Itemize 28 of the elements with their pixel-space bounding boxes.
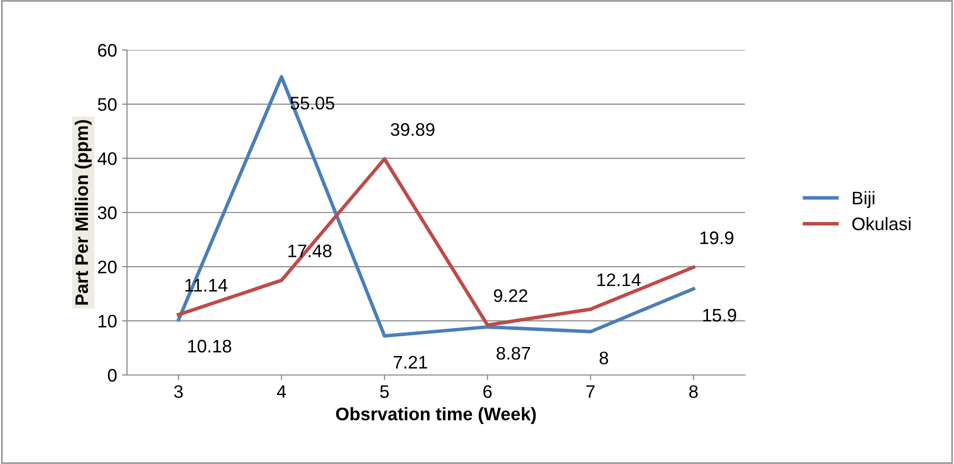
y-axis-title: Part Per Million (ppm) — [74, 120, 92, 305]
data-label: 9.22 — [494, 289, 528, 302]
legend-label: Okulasi — [852, 217, 910, 230]
y-tick-label: 40 — [98, 152, 117, 166]
data-label: 12.14 — [597, 273, 641, 286]
x-tick-label: 4 — [276, 385, 286, 398]
data-label: 10.18 — [188, 340, 232, 353]
legend-label: Biji — [852, 191, 874, 208]
x-tick-label: 7 — [586, 385, 595, 398]
line-series — [176, 75, 696, 338]
x-tick-label: 5 — [380, 385, 389, 398]
data-label: 39.89 — [390, 123, 434, 136]
data-label: 15.9 — [703, 308, 736, 322]
y-tick-label: 60 — [98, 44, 117, 57]
x-tick-label: 3 — [174, 385, 183, 398]
data-label: 8 — [600, 352, 608, 364]
y-tick-label: 10 — [98, 314, 117, 328]
y-tick-label: 0 — [108, 368, 117, 382]
x-tick-label: 6 — [483, 385, 492, 398]
x-axis-title: Obsrvation time (Week) — [336, 407, 536, 424]
x-tick-label: 8 — [689, 385, 698, 398]
line-series — [176, 157, 696, 327]
data-label: 19.9 — [700, 231, 734, 244]
y-tick-label: 30 — [98, 206, 117, 220]
data-label: 7.21 — [394, 356, 428, 368]
y-tick-label: 20 — [98, 260, 117, 274]
y-tick-label: 50 — [98, 98, 117, 111]
data-label: 8.87 — [496, 346, 530, 360]
